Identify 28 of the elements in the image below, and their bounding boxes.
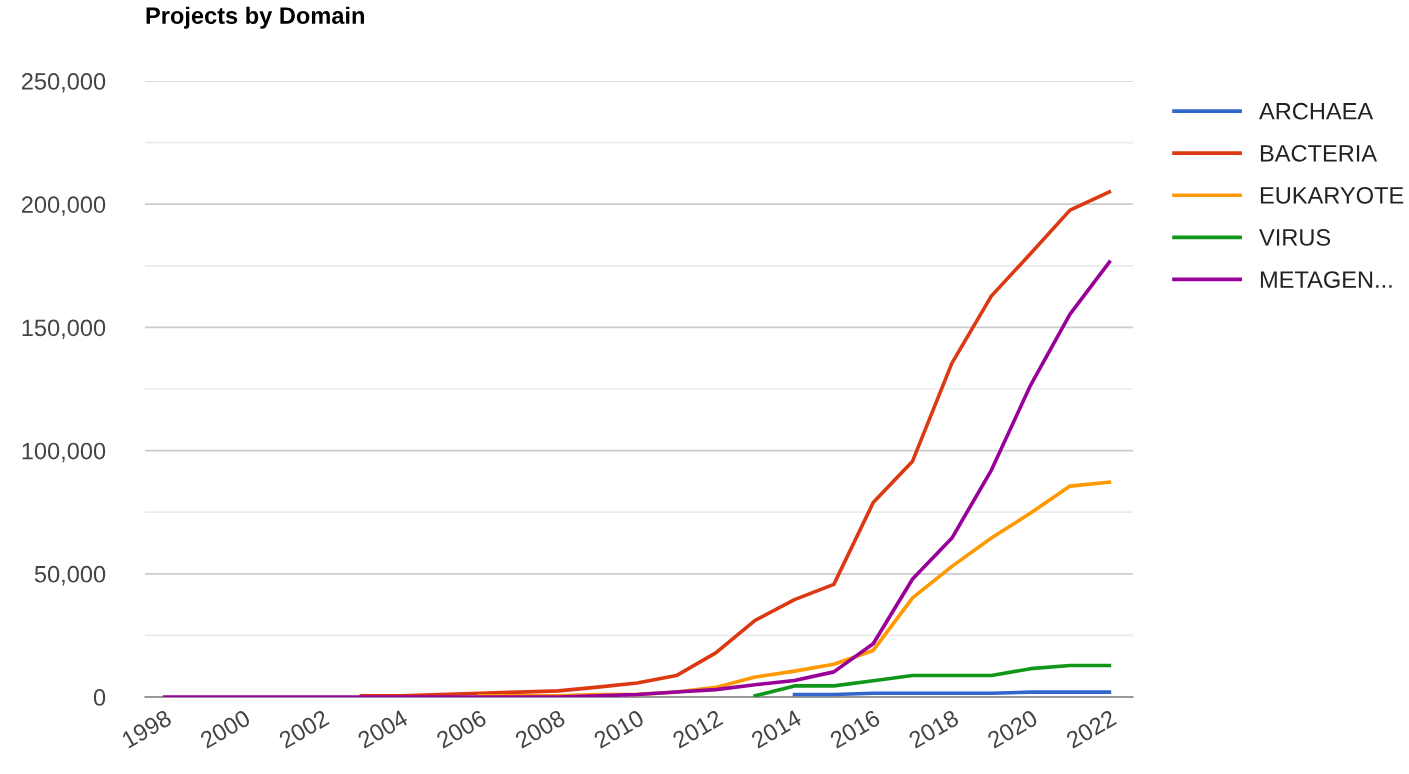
x-tick-label: 2022 — [1065, 709, 1118, 749]
chart-title: Projects by Domain — [146, 6, 364, 29]
x-tick-label: 2008 — [514, 709, 567, 749]
legend-label: BACTERIA — [1260, 144, 1378, 162]
x-tick-label: 2000 — [199, 709, 252, 749]
legend-label: EUKARYOTE — [1260, 187, 1404, 204]
legend-label: VIRUS — [1259, 229, 1331, 246]
legend-label: METAGEN... — [1260, 271, 1392, 288]
line-series — [359, 190, 1112, 697]
x-tick-label: 1998 — [121, 709, 173, 749]
x-tick-label: 2020 — [986, 709, 1039, 749]
y-tick-label: 250,000 — [21, 73, 106, 93]
y-tick-label: 50,000 — [34, 565, 106, 586]
x-tick-label: 2016 — [829, 709, 881, 749]
y-tick-label: 200,000 — [21, 196, 106, 216]
x-tick-label: 2014 — [750, 708, 803, 749]
y-tick-label: 150,000 — [22, 319, 106, 339]
line-series — [753, 663, 1112, 697]
line-series — [162, 260, 1112, 697]
x-tick-label: 2006 — [435, 709, 488, 749]
y-tick-label: 0 — [93, 689, 106, 706]
x-tick-label: 2018 — [907, 709, 960, 749]
x-tick-label: 2010 — [592, 709, 645, 749]
y-tick-label: 100,000 — [22, 442, 106, 463]
x-tick-label: 2002 — [277, 709, 330, 749]
x-tick-label: 2012 — [671, 709, 724, 749]
legend-label: ARCHAEA — [1259, 102, 1374, 120]
x-tick-label: 2004 — [356, 708, 409, 749]
